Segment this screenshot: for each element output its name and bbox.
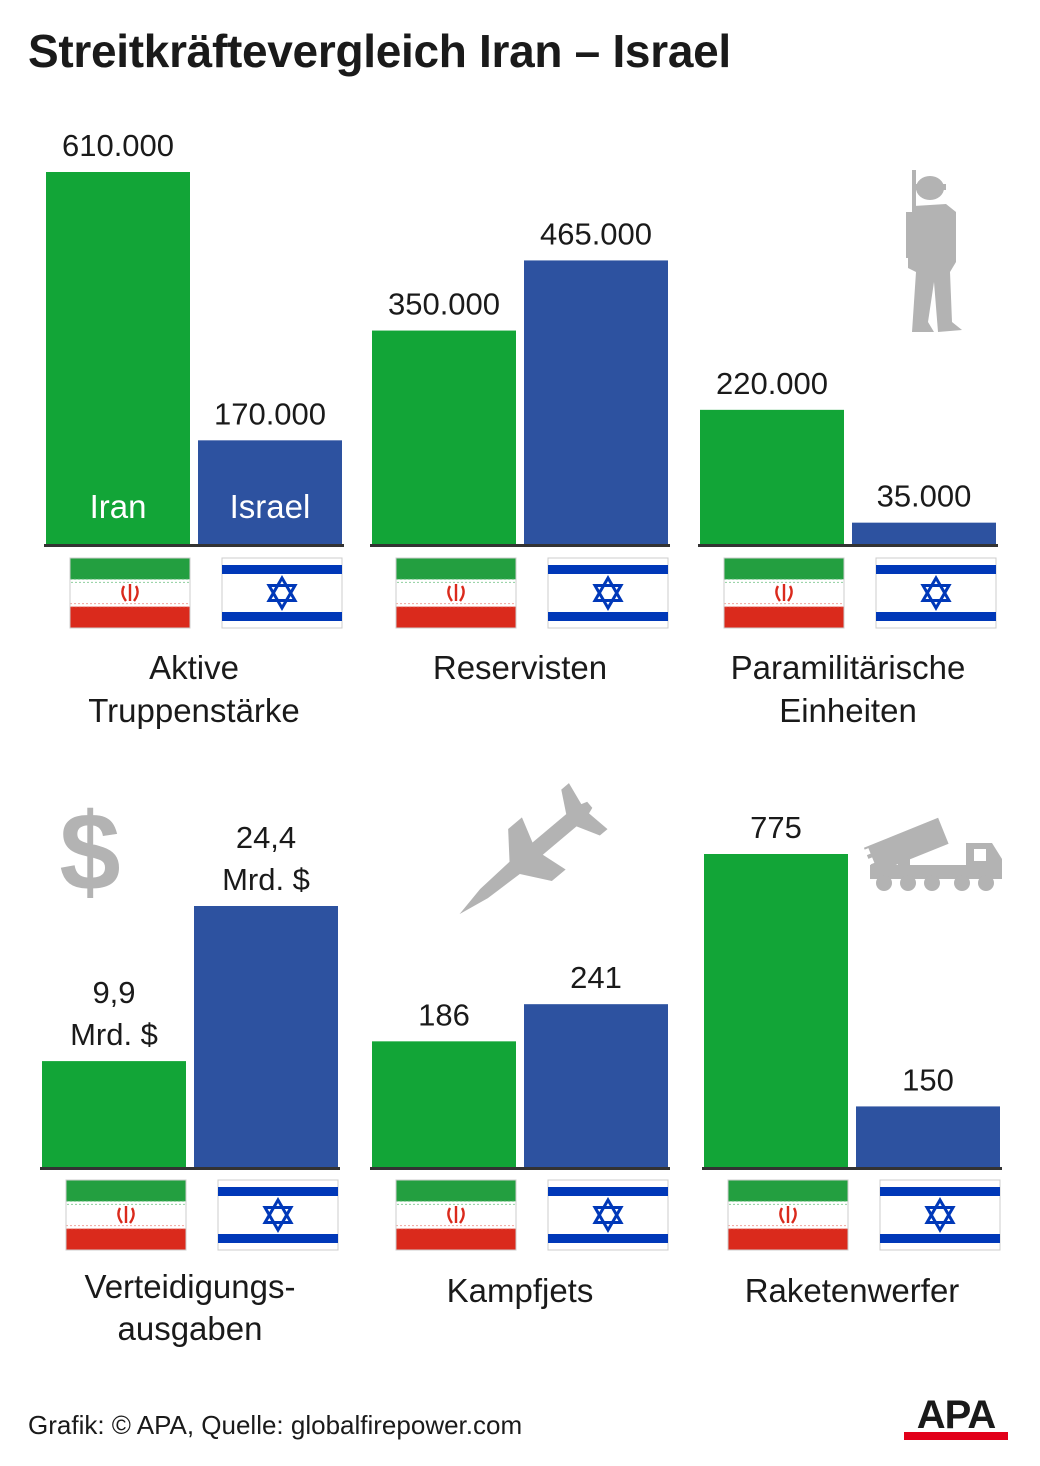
iran-flag — [65, 1179, 187, 1251]
value-label: 220.000 — [716, 366, 828, 401]
category-label: Aktive — [149, 649, 239, 686]
value-label: 610.000 — [62, 128, 174, 163]
israel-flag — [221, 557, 343, 629]
category-label: ausgaben — [118, 1310, 263, 1347]
iran-bar — [42, 1061, 186, 1167]
iran-flag — [69, 557, 191, 629]
value-label: 35.000 — [877, 479, 972, 514]
baseline — [44, 544, 344, 547]
israel-bar — [194, 906, 338, 1167]
iran-bar — [372, 1041, 516, 1167]
value-label: 241 — [570, 960, 622, 995]
value-unit-label: Mrd. $ — [222, 862, 310, 897]
bar-series-label: Iran — [90, 488, 147, 525]
israel-flag — [547, 1179, 669, 1251]
baseline — [702, 1167, 1002, 1170]
apa-logo: APA — [904, 1393, 1008, 1440]
iran-bar — [700, 409, 844, 544]
israel-bar — [856, 1106, 1000, 1167]
iran-bar — [372, 330, 516, 544]
baseline — [698, 544, 998, 547]
baseline — [370, 544, 670, 547]
iran-bar — [46, 172, 190, 544]
israel-bar — [198, 440, 342, 544]
baseline — [40, 1167, 340, 1170]
iran-flag — [723, 557, 845, 629]
chart-panel-2: 350.000 465.000 Reservisten — [370, 216, 670, 686]
chart-panel-3: 220.000 35.000 Paramilitärische Einheiten — [698, 366, 998, 729]
category-label: Truppenstärke — [88, 692, 300, 729]
iran-bar — [704, 854, 848, 1167]
chart-panel-4: 9,9 Mrd. $ 24,4 Mrd. $ Verteidigungs-ausgabe… — [40, 820, 340, 1347]
value-label: 170.000 — [214, 396, 326, 431]
category-label: Kampfjets — [447, 1272, 594, 1309]
value-unit-label: Mrd. $ — [70, 1017, 158, 1052]
dollar-icon: $ — [59, 791, 120, 914]
value-label: 24,4 — [236, 820, 296, 855]
israel-bar — [524, 260, 668, 544]
iran-flag — [395, 1179, 517, 1251]
category-label: Reservisten — [433, 649, 607, 686]
value-label: 9,9 — [92, 975, 135, 1010]
chart-panel-1: 610.000 Iran 170.000 Israel Aktive Truppenstä… — [44, 128, 344, 729]
israel-bar — [852, 522, 996, 544]
value-label: 350.000 — [388, 287, 500, 322]
value-label: 186 — [418, 997, 470, 1032]
category-label: Einheiten — [779, 692, 917, 729]
israel-flag — [875, 557, 997, 629]
israel-flag — [217, 1179, 339, 1251]
bar-series-label: Israel — [230, 488, 311, 525]
value-label: 465.000 — [540, 216, 652, 251]
israel-flag — [879, 1179, 1001, 1251]
value-label: 150 — [902, 1062, 954, 1097]
source-credit: Grafik: © APA, Quelle: globalfirepower.c… — [28, 1410, 523, 1440]
category-label: Verteidigungs- — [85, 1268, 296, 1305]
iran-flag — [727, 1179, 849, 1251]
rocket-launcher-icon — [862, 817, 1002, 891]
svg-text:$: $ — [59, 791, 120, 914]
chart-panel-6: 775 150 Raketenwerfer — [702, 810, 1002, 1309]
value-label: 775 — [750, 810, 802, 845]
page-title: Streitkräftevergleich Iran – Israel — [28, 25, 731, 77]
israel-bar — [524, 1004, 668, 1167]
baseline — [370, 1167, 670, 1170]
soldier-icon — [906, 170, 962, 332]
category-label: Paramilitärische — [731, 649, 966, 686]
israel-flag — [547, 557, 669, 629]
chart-panel-5: 186 241 Kampfjets — [370, 960, 670, 1309]
fighter-jet-icon — [459, 783, 608, 915]
svg-text:APA: APA — [917, 1393, 996, 1437]
iran-flag — [395, 557, 517, 629]
category-label: Raketenwerfer — [745, 1272, 960, 1309]
